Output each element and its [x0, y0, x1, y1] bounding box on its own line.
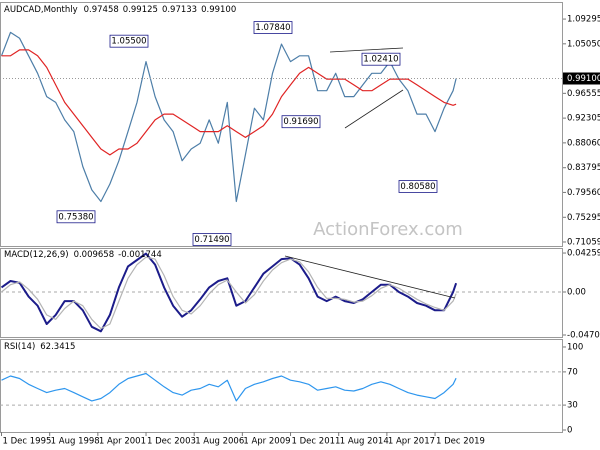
signal-value: -0.001744	[118, 250, 162, 260]
high-value: 0.99125	[123, 5, 158, 15]
price-annotation: 1.02410	[363, 55, 398, 65]
last-price-box	[563, 72, 600, 85]
price-header: AUDCAD,Monthly 0.97458 0.99125 0.97133 0.991…	[4, 5, 236, 15]
macd-value: 0.009658	[74, 250, 115, 260]
x-tick-label: 1 Aug 1998	[51, 437, 100, 447]
y-tick-label: 0.042599	[567, 249, 600, 259]
y-tick-label: 0.75295	[567, 213, 600, 223]
trend-line	[284, 255, 456, 299]
y-tick-label: 70	[567, 367, 578, 377]
x-tick-label: 1 Aug 2006	[195, 437, 244, 447]
y-tick-label: 30	[567, 401, 578, 411]
price-panel	[0, 2, 563, 247]
price-annotation-box	[281, 115, 321, 129]
series-line	[1, 372, 457, 402]
y-tick-label: 0.79560	[567, 188, 600, 198]
macd-header: MACD(12,26,9) 0.009658 -0.001744	[4, 250, 162, 260]
plot-layer: 1.09295 1.05050 0.96555 0.92305 0.88060 0.837…	[0, 15, 600, 447]
macd-title: MACD(12,26,9)	[4, 250, 69, 260]
price-annotation-box	[192, 233, 232, 246]
price-annotation-box	[253, 21, 293, 34]
y-tick-label: 100	[567, 342, 583, 352]
price-annotation: 0.80580	[400, 182, 435, 192]
y-tick-label: 0.92305	[567, 114, 600, 124]
x-tick-label: 1 Dec 2019	[436, 437, 485, 447]
trend-line	[329, 47, 404, 53]
y-tick-label: 0	[567, 426, 572, 436]
close-value: 0.99100	[201, 5, 236, 15]
y-tick-label: 0.88060	[567, 138, 600, 148]
series-line	[0, 252, 458, 333]
x-tick-label: 1 Apr 2009	[243, 437, 290, 447]
y-tick-label: -0.047016	[567, 331, 600, 341]
y-tick-label: 0.96555	[567, 89, 600, 99]
y-tick-label: 1.05050	[567, 39, 600, 49]
watermark: ActionForex.com	[313, 219, 463, 240]
x-tick-label: 1 Aug 2014	[340, 437, 389, 447]
series-line	[1, 256, 457, 330]
price-annotation: 1.07840	[255, 23, 290, 33]
price-annotation: 0.91690	[283, 117, 318, 127]
last-price-label: 0.99100	[567, 74, 600, 84]
price-annotation: 0.71490	[194, 235, 229, 245]
y-tick-label: 0.83795	[567, 163, 600, 173]
macd-panel	[0, 248, 563, 338]
price-annotation-box	[56, 210, 96, 224]
x-tick-label: 1 Apr 2001	[99, 437, 146, 447]
series-line	[0, 31, 457, 203]
open-value: 0.97458	[84, 5, 119, 15]
price-annotation: 1.05500	[111, 37, 146, 47]
low-value: 0.97133	[162, 5, 197, 15]
price-annotation-box	[398, 180, 438, 193]
rsi-value: 62.3415	[40, 342, 75, 352]
rsi-panel	[0, 339, 563, 433]
y-tick-label: 0.71059	[567, 237, 600, 247]
x-tick-label: 1 Dec 2011	[292, 437, 341, 447]
x-tick-label: 1 Dec 2003	[147, 437, 196, 447]
symbol-title: AUDCAD,Monthly	[4, 5, 78, 15]
y-tick-label: 0.00	[567, 287, 586, 297]
rsi-header: RSI(14) 62.3415	[4, 342, 75, 352]
series-line	[1, 49, 457, 156]
y-tick-label: 1.09295	[567, 15, 600, 25]
price-annotation: 0.75380	[58, 212, 93, 222]
price-annotation-box	[361, 52, 401, 66]
x-tick-label: 1 Dec 1995	[3, 437, 52, 447]
x-tick-label: 1 Apr 2017	[388, 437, 435, 447]
trend-line	[344, 89, 404, 129]
price-annotation-box	[109, 34, 149, 48]
rsi-title: RSI(14)	[4, 342, 35, 352]
